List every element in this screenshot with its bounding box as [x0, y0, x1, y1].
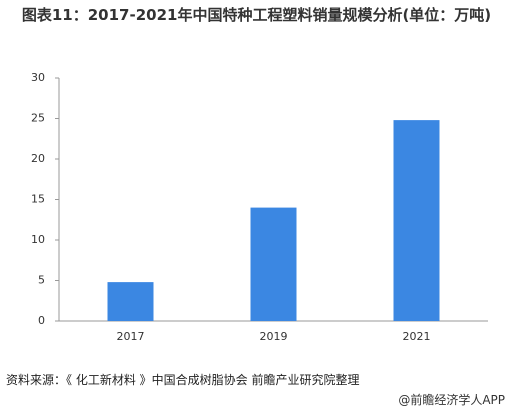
y-tick-label: 10 — [31, 233, 45, 246]
y-tick-label: 15 — [31, 193, 45, 206]
chart-title: 图表11：2017-2021年中国特种工程塑料销量规模分析(单位：万吨) — [21, 6, 492, 24]
watermark: @前瞻经济学人APP — [398, 393, 505, 407]
y-tick-label: 0 — [38, 314, 45, 327]
y-tick-label: 30 — [31, 71, 45, 84]
x-tick-label: 2017 — [117, 330, 145, 343]
x-tick-label: 2021 — [403, 330, 431, 343]
bar — [393, 120, 440, 322]
y-tick-label: 5 — [38, 274, 45, 287]
y-tick-label: 20 — [31, 152, 45, 165]
y-tick-label: 25 — [31, 112, 45, 125]
bar — [250, 207, 297, 321]
bar — [107, 282, 154, 321]
source-note: 资料来源：《 化工新材料 》中国合成树脂协会 前瞻产业研究院整理 — [6, 373, 360, 387]
x-tick-label: 2019 — [260, 330, 288, 343]
